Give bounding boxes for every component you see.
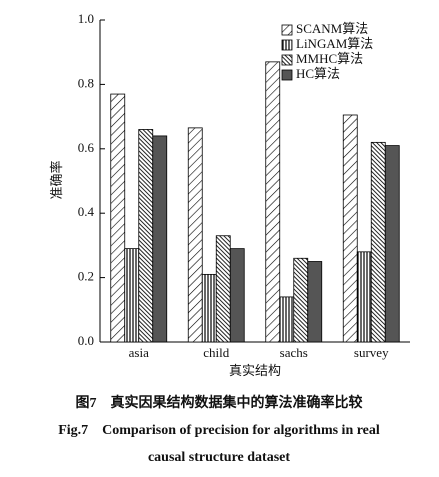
legend-label: LiNGAM算法	[296, 36, 373, 51]
bar	[279, 296, 295, 343]
legend-label: MMHC算法	[296, 51, 363, 66]
legend-label: HC算法	[296, 66, 340, 81]
bar	[124, 248, 140, 343]
x-tick-label: survey	[354, 345, 389, 360]
bar	[307, 261, 323, 343]
x-axis-label: 真实结构	[229, 363, 281, 378]
bar	[356, 251, 372, 343]
bar	[265, 61, 281, 343]
y-tick-label: 0.4	[78, 204, 95, 219]
y-axis-label: 准确率	[49, 160, 64, 199]
bar	[293, 257, 309, 343]
caption-cn: 图7 真实因果结构数据集中的算法准确率比较	[76, 394, 363, 411]
caption-en: Fig.7 Comparison of precision for algori…	[58, 423, 380, 438]
bar	[229, 248, 245, 343]
legend-swatch	[281, 69, 293, 81]
bar	[215, 235, 231, 343]
bar	[201, 273, 217, 343]
x-tick-label: sachs	[280, 345, 308, 360]
legend-label: SCANM算法	[296, 21, 368, 36]
bar	[384, 145, 400, 343]
bar	[152, 135, 168, 343]
y-tick-label: 0.6	[78, 140, 95, 155]
y-tick-label: 0.2	[78, 269, 94, 284]
bar	[370, 141, 386, 343]
caption-en: causal structure dataset	[148, 450, 290, 465]
x-tick-label: asia	[129, 345, 149, 360]
y-tick-label: 0.8	[78, 75, 94, 90]
legend-swatch	[281, 24, 293, 36]
bar	[138, 129, 154, 343]
legend-swatch	[281, 54, 293, 66]
y-tick-label: 0.0	[78, 333, 94, 348]
bar	[342, 114, 358, 343]
bar	[187, 127, 203, 343]
x-tick-label: child	[203, 345, 229, 360]
y-tick-label: 1.0	[78, 11, 94, 26]
bar	[110, 93, 126, 343]
legend-swatch	[281, 39, 293, 51]
